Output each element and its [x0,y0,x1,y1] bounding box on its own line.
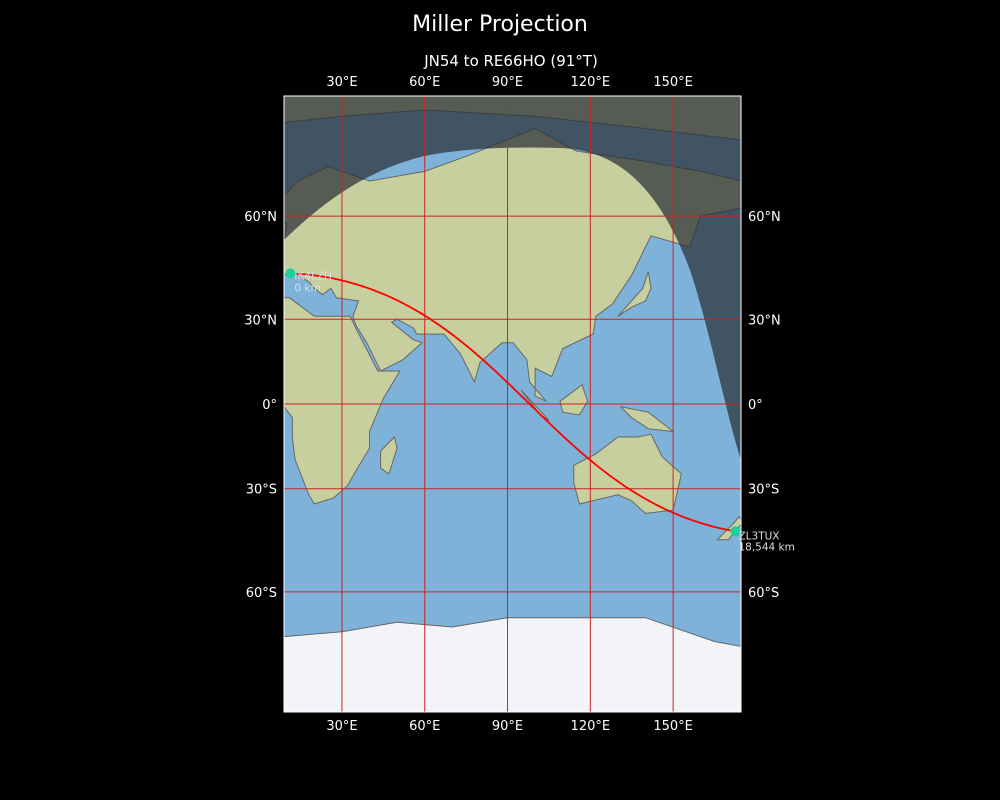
lat-tick-label-left: 60°S [246,586,277,601]
lat-tick-label-right: 60°N [748,210,781,225]
lat-tick-label-right: 30°S [748,483,779,498]
map-frame [283,95,742,713]
lat-tick-label-right: 60°S [748,586,779,601]
land-antarctica [284,617,741,712]
lon-tick-label-top: 90°E [492,75,523,90]
lon-tick-label-top: 150°E [653,75,693,90]
night-shading [284,96,741,460]
lat-tick-label-left: 0° [262,398,277,413]
lat-tick-label-right: 30°N [748,313,781,328]
lon-tick-label-bottom: 150°E [653,719,693,734]
lon-tick-label-top: 120°E [571,75,611,90]
lon-tick-label-top: 60°E [409,75,440,90]
land-australia [573,433,682,514]
figure-title: Miller Projection [412,12,588,37]
lon-tick-label-bottom: 60°E [409,719,440,734]
axis-ticks: 30°E 30°E 60°E 60°E 90°E 90°E 120°E 120°E 150°E 1… [244,75,781,734]
end-distance-label: 18,544 km [738,541,794,553]
lat-tick-label-right: 0° [748,398,763,413]
land-japan [617,271,652,317]
great-circle-path [290,272,736,533]
lon-tick-label-top: 30°E [326,75,357,90]
map-subtitle: JN54 to RE66HO (91°T) [424,52,598,70]
start-distance-label: 0 km [294,282,320,294]
land-borneo [559,383,589,416]
lon-tick-label-bottom: 90°E [492,719,523,734]
end-marker[interactable] [730,526,741,537]
lat-tick-label-left: 30°N [244,313,277,328]
land-newguinea [619,405,675,433]
lat-tick-label-left: 30°S [246,483,277,498]
end-callsign-label: ZL3TUX [738,530,779,542]
lat-tick-label-left: 60°N [244,210,277,225]
start-callsign-label: IK4LZH [294,270,332,282]
lon-tick-label-bottom: 30°E [326,719,357,734]
graticule [284,96,741,712]
lon-tick-label-bottom: 120°E [571,719,611,734]
land-madagascar [380,436,398,475]
start-marker[interactable] [285,268,296,279]
